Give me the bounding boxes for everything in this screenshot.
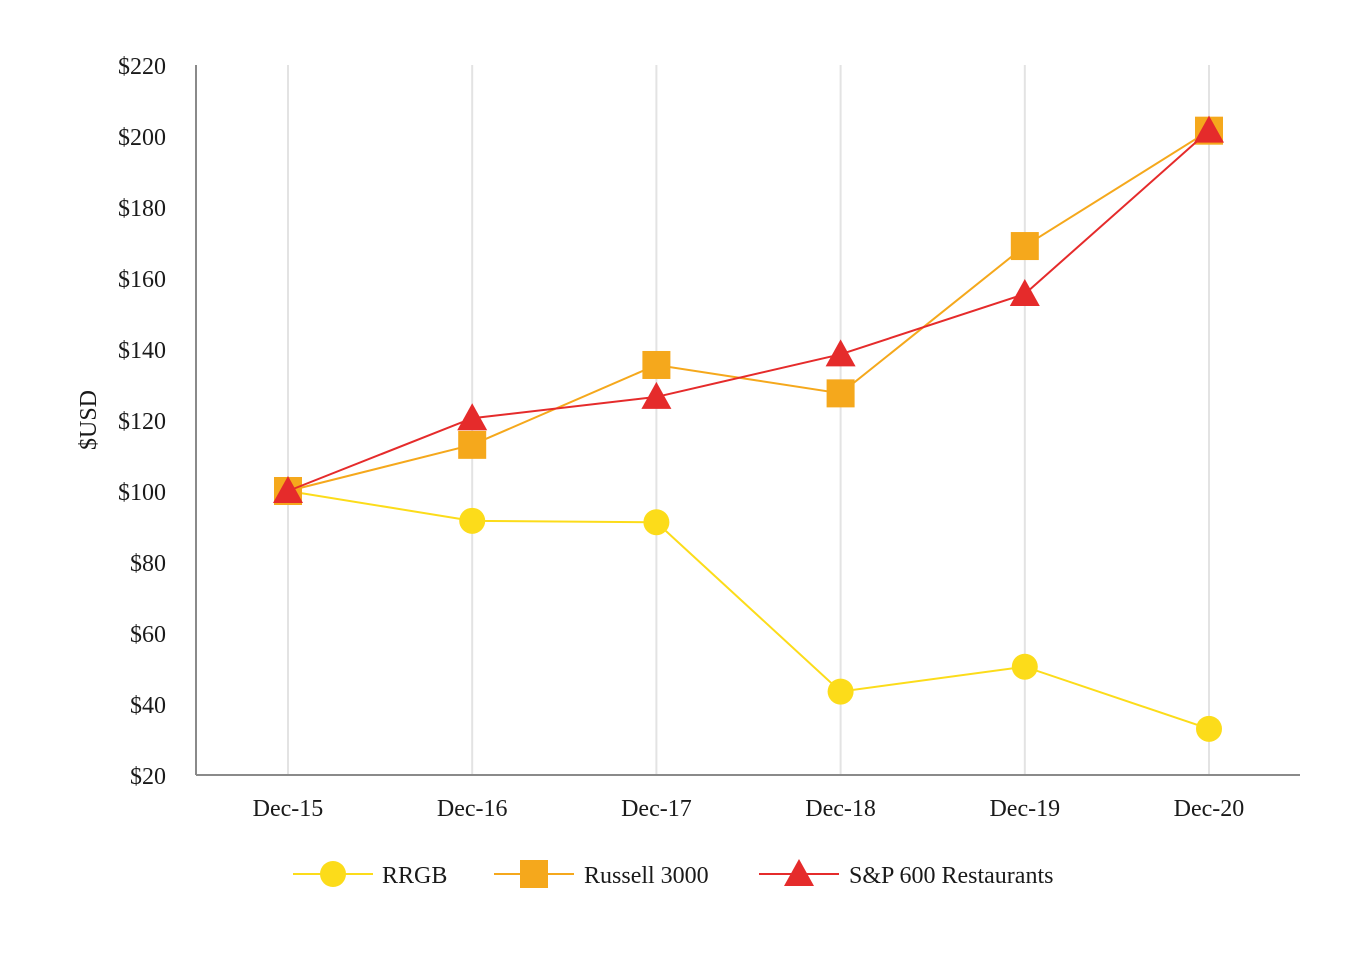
data-point-triangle — [1194, 115, 1224, 143]
legend: RRGB Russell 3000 S&P 600 Restaurants — [293, 859, 1053, 889]
data-point-circle — [1011, 653, 1038, 680]
y-tick-label: $140 — [118, 338, 166, 364]
y-tick-label: $120 — [118, 409, 166, 435]
data-point-triangle — [825, 339, 856, 367]
data-point-square — [1010, 232, 1039, 261]
y-tick-label: $80 — [130, 551, 166, 577]
data-point-triangle — [457, 403, 488, 431]
legend-label: S&P 600 Restaurants — [849, 863, 1053, 889]
data-point-circle — [1196, 715, 1222, 742]
x-tick-label: Dec-19 — [989, 796, 1060, 822]
data-point-triangle — [273, 476, 303, 503]
series-layer — [273, 115, 1224, 742]
x-tick-label: Dec-18 — [805, 796, 876, 822]
data-point-circle — [643, 509, 670, 536]
data-point-triangle — [1009, 278, 1040, 306]
data-point-square — [826, 379, 855, 408]
series-russell-3000 — [274, 116, 1223, 505]
x-tick-label: Dec-17 — [621, 796, 692, 822]
series-line — [287, 129, 1210, 492]
legend-item: Russell 3000 — [494, 860, 709, 889]
x-tick-label: Dec-16 — [437, 796, 508, 822]
data-point-circle — [827, 678, 854, 705]
y-tick-label: $160 — [118, 267, 166, 293]
legend-item: S&P 600 Restaurants — [759, 859, 1053, 889]
series-line — [287, 129, 1210, 492]
y-tick-label: $200 — [118, 125, 166, 151]
axes-layer: Dec-15 Dec-16 Dec-17 Dec-18 Dec-19 Dec-20 $20 $… — [118, 54, 1300, 822]
y-axis-title: $USD — [76, 390, 102, 450]
y-tick-label: $40 — [130, 693, 166, 719]
data-point-square — [642, 350, 671, 379]
grid-layer — [287, 65, 1210, 775]
data-point-square — [458, 430, 487, 459]
y-tick-label: $220 — [118, 54, 166, 80]
series-rrgb — [275, 478, 1222, 742]
data-point-triangle — [641, 381, 672, 409]
legend-label: RRGB — [382, 863, 447, 889]
legend-label: Russell 3000 — [584, 863, 709, 889]
legend-marker-triangle — [784, 859, 814, 886]
x-tick-label: Dec-20 — [1174, 796, 1245, 822]
y-tick-label: $180 — [118, 196, 166, 222]
series-line — [287, 490, 1210, 730]
data-point-circle — [459, 507, 486, 534]
y-tick-label: $60 — [130, 622, 166, 648]
legend-marker-square — [520, 860, 548, 888]
y-tick-label: $100 — [118, 480, 166, 506]
y-tick-label: $20 — [130, 764, 166, 790]
x-tick-label: Dec-15 — [253, 796, 324, 822]
series-s-p-600-restaurants — [273, 115, 1224, 503]
legend-marker-circle — [320, 861, 346, 887]
legend-item: RRGB — [293, 861, 447, 889]
